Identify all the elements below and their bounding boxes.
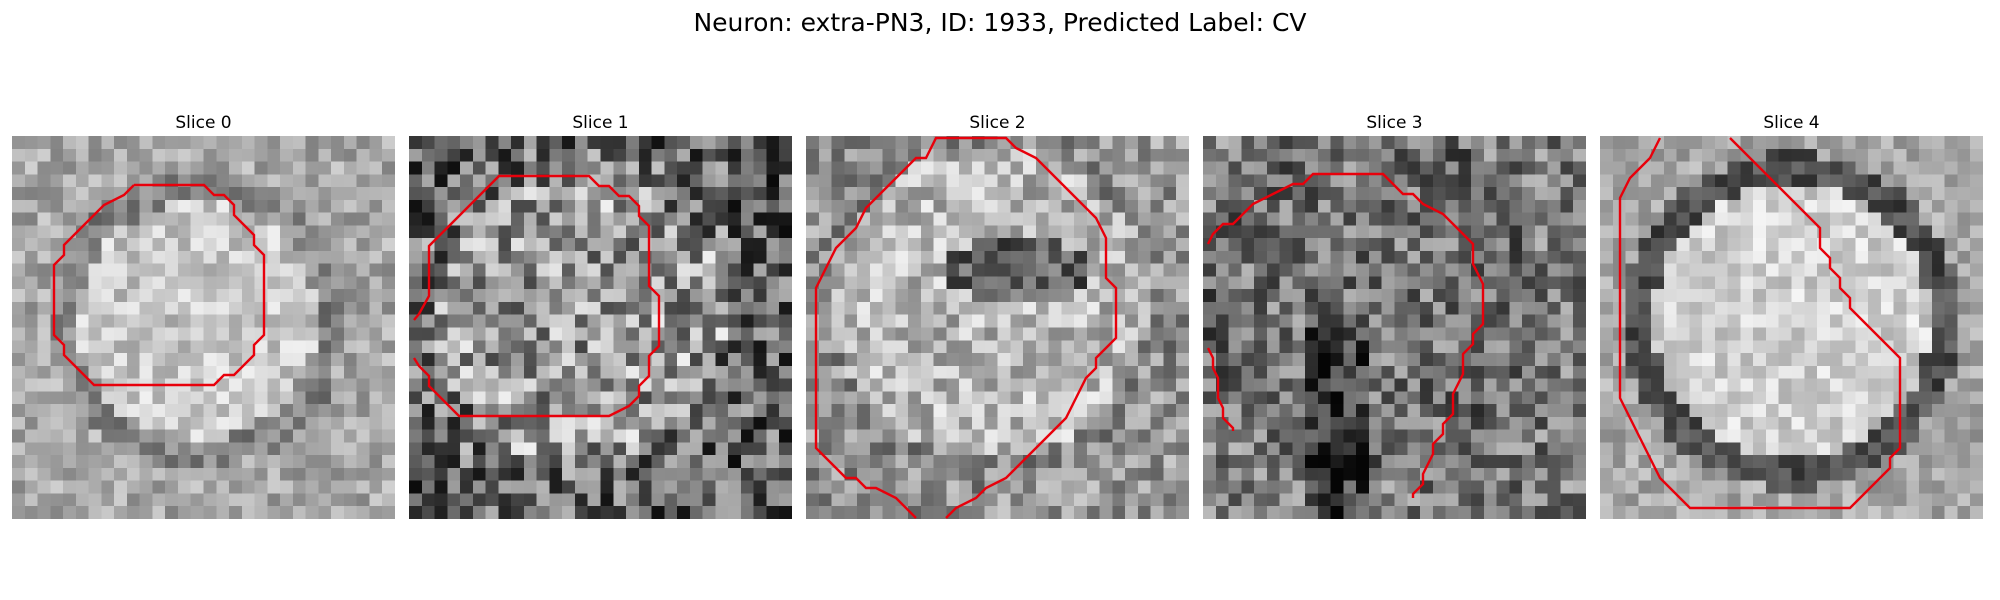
contour-line [412,174,661,418]
slice-title-4: Slice 4 [1763,113,1820,133]
grayscale-slice-1 [409,136,792,519]
slice-image-2 [806,136,1189,519]
contour-line [1206,172,1485,498]
slice-panel-4: Slice 4 [1592,111,1991,519]
slice-panel-1: Slice 1 [401,111,800,519]
slice-image-3 [1203,136,1586,519]
segmentation-contour-1 [412,174,661,418]
figure-title: Neuron: extra-PN3, ID: 1933, Predicted L… [693,8,1307,37]
segmentation-contour-4 [1618,137,1902,510]
grayscale-slice-0 [12,136,395,519]
slice-panel-3: Slice 3 [1195,111,1594,519]
slice-panel-2: Slice 2 [798,111,1197,519]
slice-image-0 [12,136,395,519]
grayscale-slice-3 [1203,136,1586,519]
slice-title-3: Slice 3 [1366,113,1423,133]
contour-line [1618,137,1902,510]
contour-line [52,183,266,387]
contour-line [814,136,1118,519]
slice-title-2: Slice 2 [969,113,1026,133]
segmentation-contour-2 [814,136,1118,519]
slice-title-1: Slice 1 [572,113,629,133]
segmentation-contour-0 [52,183,266,387]
slice-panel-0: Slice 0 [4,111,403,519]
contour-line-left [1206,347,1235,431]
slice-title-0: Slice 0 [175,113,232,133]
slice-image-4 [1600,136,1983,519]
segmentation-contour-3 [1206,172,1485,498]
slice-image-1 [409,136,792,519]
